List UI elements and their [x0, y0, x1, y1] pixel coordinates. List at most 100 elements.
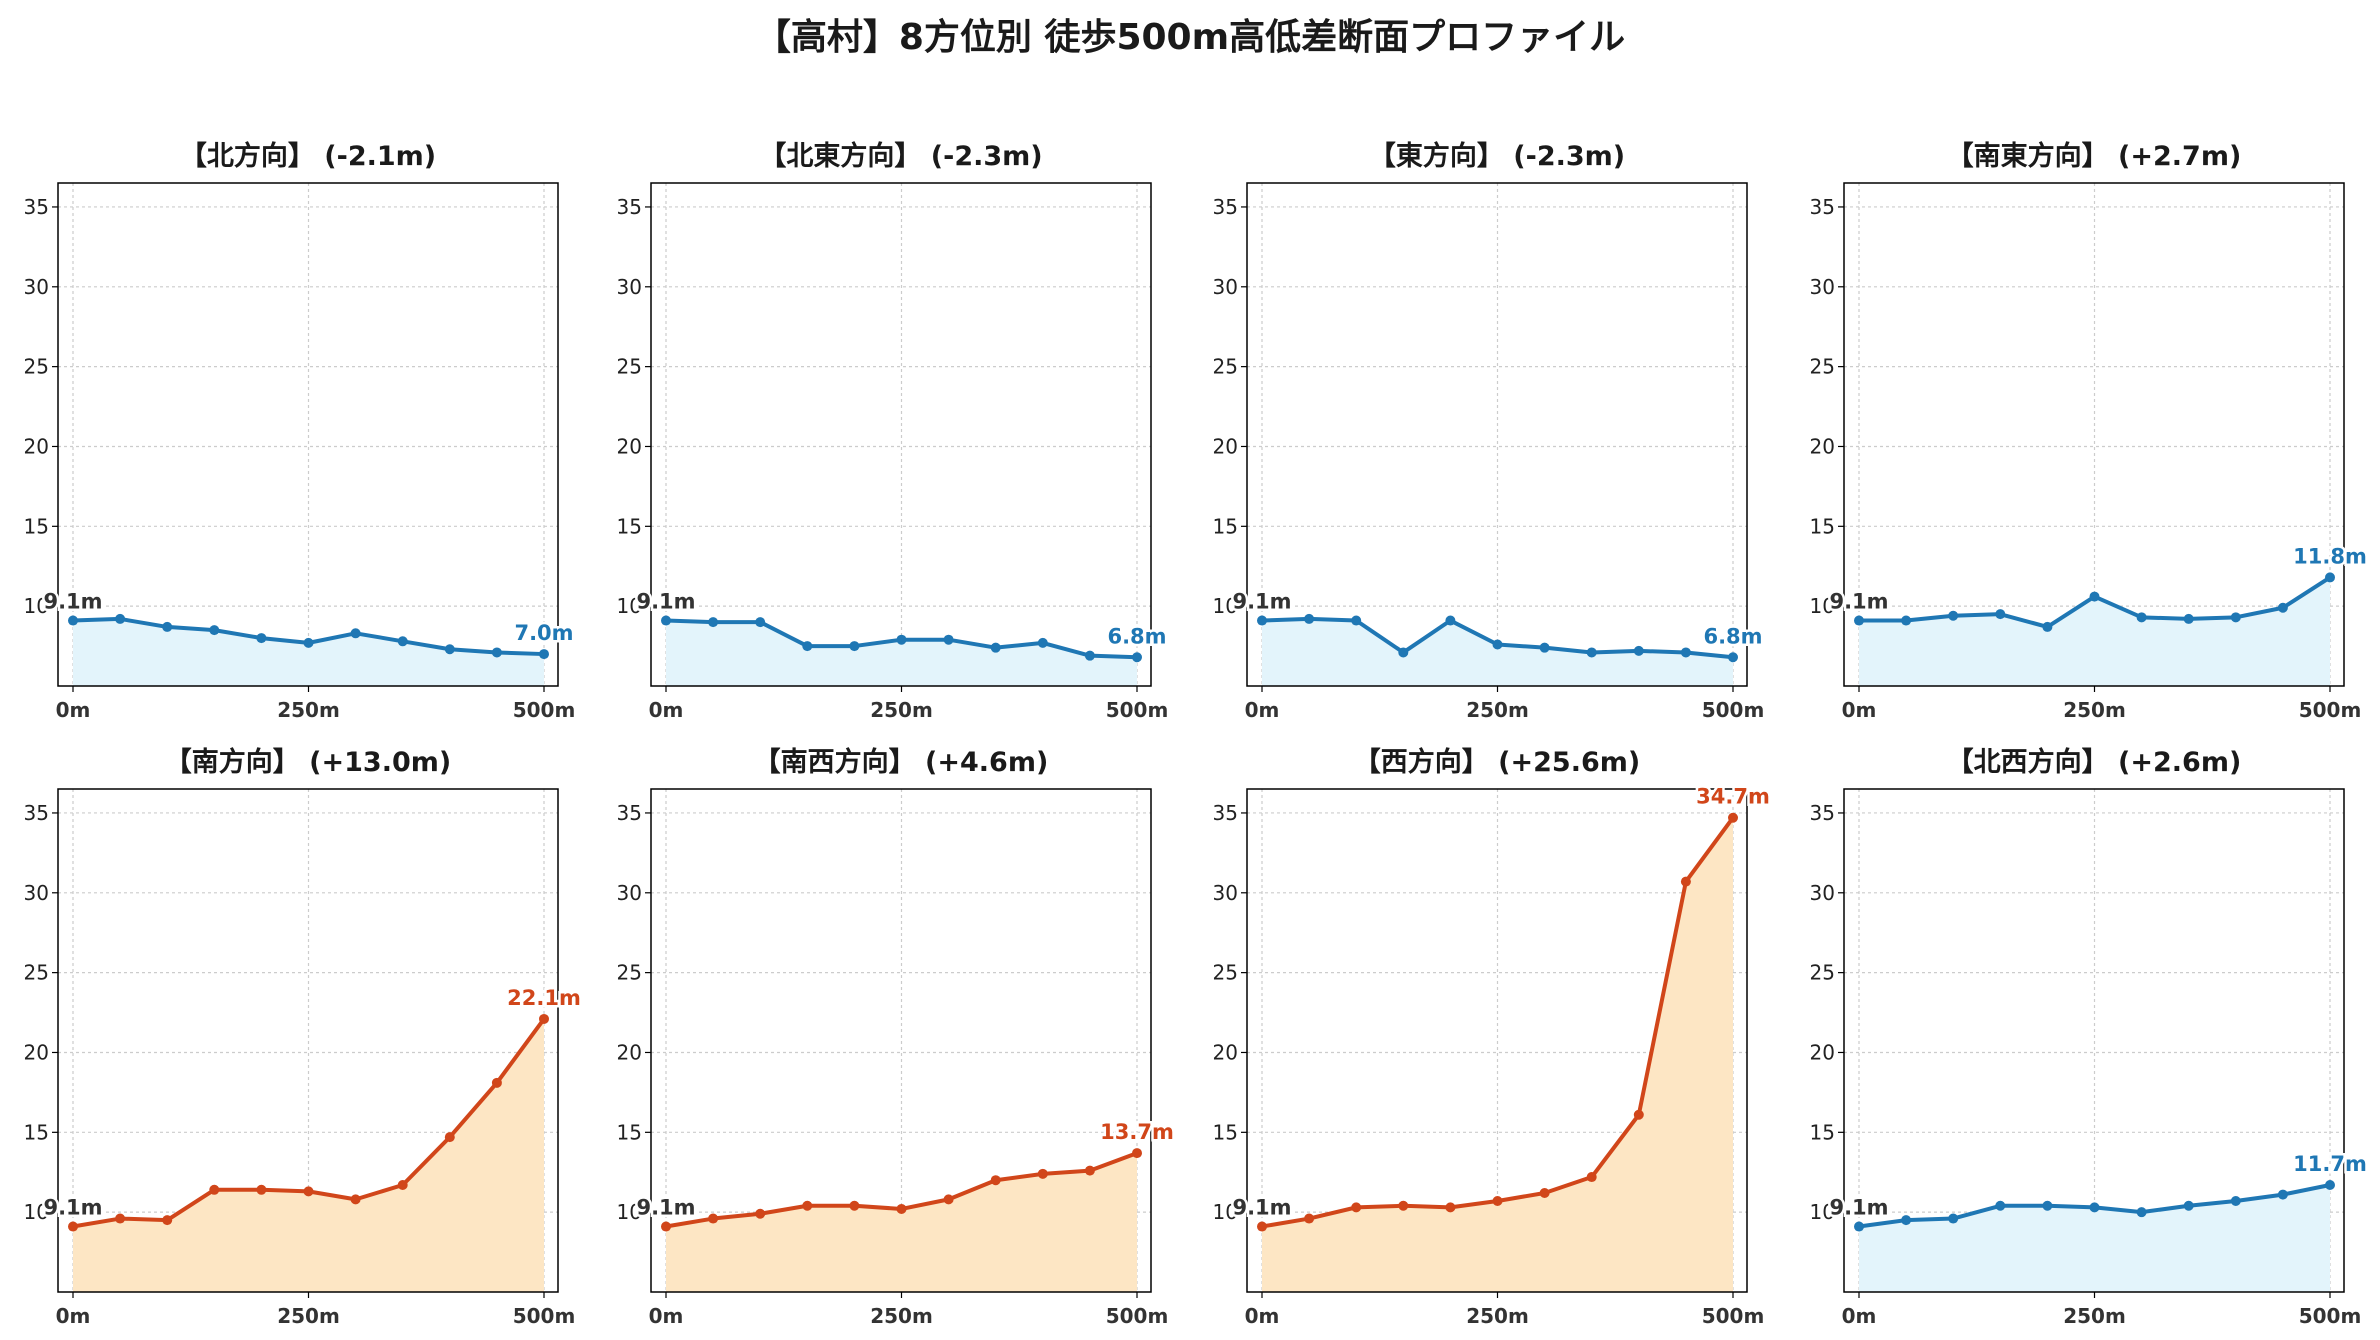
data-point — [397, 636, 408, 647]
y-tick-label: 30 — [24, 881, 49, 905]
y-tick-label: 30 — [1213, 881, 1238, 905]
data-point — [1586, 647, 1597, 658]
axes-frame — [57, 182, 559, 687]
data-point — [1084, 650, 1095, 661]
panel-2: 【東方向】 (-2.3m) 10 15 20 25 30 35 0m 250m 500m 9.1m 6… — [1213, 140, 1766, 722]
end-value-label: 11.7m — [2293, 1152, 2367, 1176]
data-point — [2230, 1195, 2241, 1206]
data-point — [1257, 615, 1267, 626]
data-point — [802, 641, 813, 652]
start-value-label: 9.1m — [636, 590, 695, 614]
y-tick-label: 35 — [1810, 195, 1835, 219]
y-tick-label: 15 — [1810, 1120, 1835, 1144]
panel-0: 【北方向】 (-2.1m) 10 15 20 25 30 35 0m 250m 500m 9.1m 7… — [24, 140, 577, 722]
data-point — [444, 1132, 455, 1143]
data-point — [990, 1175, 1001, 1186]
panel-title: 【東方向】 (-2.3m) — [1369, 140, 1625, 172]
data-point — [1445, 615, 1456, 626]
y-tick-label: 30 — [24, 275, 49, 299]
data-point — [1901, 1215, 1912, 1226]
x-tick-label: 250m — [870, 1304, 933, 1328]
data-point — [896, 634, 907, 645]
end-value-label: 6.8m — [1107, 624, 1166, 648]
data-point — [708, 617, 719, 628]
y-tick-label: 10 — [24, 594, 49, 618]
data-point — [1995, 1200, 2006, 1211]
data-point — [1132, 1148, 1142, 1159]
y-tick-label: 25 — [1213, 961, 1238, 985]
data-point — [350, 1194, 361, 1205]
data-point — [1037, 1168, 1048, 1179]
x-tick-label: 250m — [277, 1304, 340, 1328]
y-tick-label: 25 — [617, 355, 642, 379]
area-fill — [1262, 618, 1733, 686]
data-point — [1901, 615, 1912, 626]
data-point — [1445, 1202, 1456, 1213]
x-tick-label: 500m — [513, 1304, 576, 1328]
start-value-label: 9.1m — [1829, 590, 1888, 614]
data-point — [491, 647, 502, 658]
data-point — [1586, 1172, 1597, 1183]
axes-frame — [1246, 182, 1748, 687]
data-point — [491, 1077, 502, 1088]
data-point — [661, 615, 671, 626]
data-point — [755, 617, 766, 628]
start-value-label: 9.1m — [636, 1196, 695, 1220]
y-tick-label: 20 — [24, 1040, 49, 1064]
y-tick-label: 20 — [1810, 1040, 1835, 1064]
data-point — [2042, 621, 2053, 632]
data-point — [2136, 1207, 2147, 1218]
axes-frame — [1246, 788, 1748, 1293]
y-tick-label: 25 — [1810, 961, 1835, 985]
axes-frame — [57, 788, 559, 1293]
data-point — [1633, 1109, 1644, 1120]
start-value-label: 9.1m — [43, 590, 102, 614]
data-point — [1304, 1213, 1315, 1224]
y-tick-label: 25 — [617, 961, 642, 985]
data-point — [2325, 572, 2335, 583]
data-point — [1539, 642, 1550, 653]
data-point — [661, 1221, 671, 1232]
y-tick-label: 15 — [617, 1120, 642, 1144]
data-point — [1351, 615, 1362, 626]
data-point — [1854, 1221, 1864, 1232]
data-point — [1304, 613, 1315, 624]
x-tick-label: 0m — [56, 698, 91, 722]
data-point — [162, 621, 173, 632]
data-point — [1492, 1195, 1503, 1206]
end-value-label: 13.7m — [1100, 1120, 1174, 1144]
panel-title: 【南方向】 (+13.0m) — [165, 746, 451, 778]
data-point — [1948, 1213, 1959, 1224]
data-point — [1539, 1187, 1550, 1198]
data-point — [1257, 1221, 1267, 1232]
start-value-label: 9.1m — [1232, 1196, 1291, 1220]
data-point — [990, 642, 1001, 653]
x-tick-label: 250m — [277, 698, 340, 722]
x-tick-label: 0m — [1245, 1304, 1280, 1328]
x-tick-label: 500m — [1702, 1304, 1765, 1328]
panel-title: 【西方向】 (+25.6m) — [1354, 746, 1640, 778]
data-point — [2089, 591, 2100, 602]
x-tick-label: 500m — [513, 698, 576, 722]
end-value-label: 6.8m — [1703, 624, 1762, 648]
data-point — [1680, 876, 1691, 887]
data-point — [1351, 1202, 1362, 1213]
x-tick-label: 250m — [2063, 1304, 2126, 1328]
panel-6: 【西方向】 (+25.6m) 10 15 20 25 30 35 0m 250m 500m 9.1m… — [1213, 746, 1773, 1328]
data-point — [1132, 652, 1142, 663]
panel-3: 【南東方向】 (+2.7m) 10 15 20 25 30 35 0m 250m 500m 9.1m… — [1810, 140, 2370, 722]
panel-title: 【南東方向】 (+2.7m) — [1947, 140, 2242, 172]
y-tick-label: 35 — [1213, 195, 1238, 219]
data-point — [397, 1180, 408, 1191]
x-tick-label: 250m — [1466, 698, 1529, 722]
y-tick-label: 35 — [24, 801, 49, 825]
x-tick-label: 250m — [1466, 1304, 1529, 1328]
x-tick-label: 0m — [649, 698, 684, 722]
data-point — [2183, 1200, 2194, 1211]
data-point — [2136, 612, 2147, 623]
data-point — [256, 633, 267, 644]
data-point — [849, 641, 860, 652]
data-point — [1948, 610, 1959, 621]
area-fill — [73, 618, 544, 686]
data-point — [1398, 647, 1409, 658]
